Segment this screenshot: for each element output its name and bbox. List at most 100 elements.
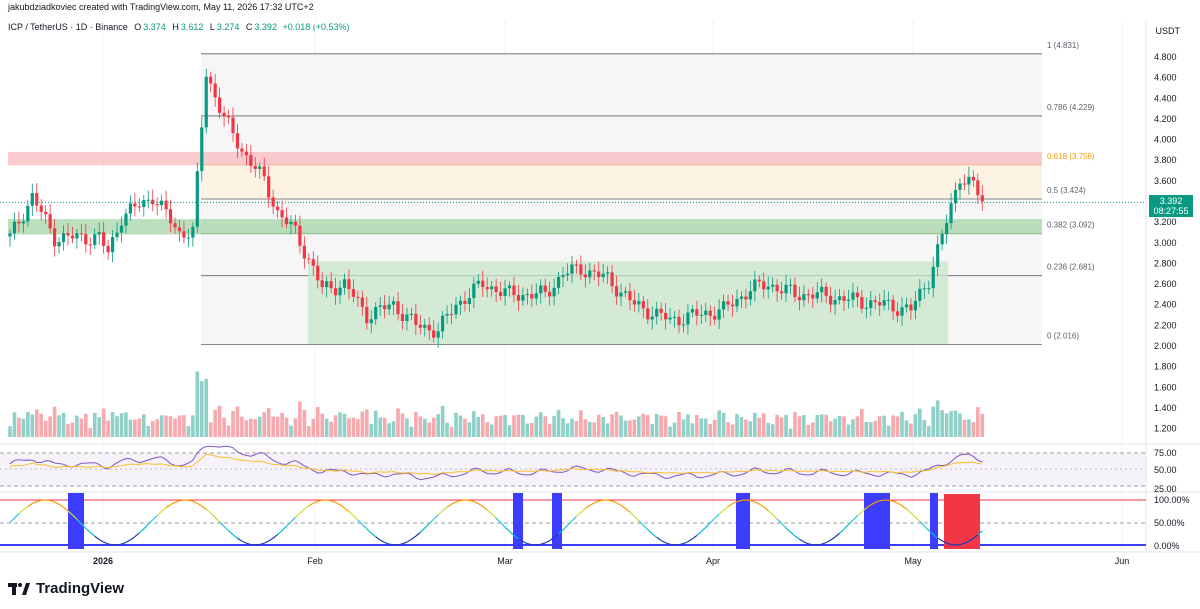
osc-highlight-bar — [930, 493, 938, 549]
volume-bar — [775, 414, 779, 437]
candlesticks[interactable] — [8, 68, 984, 348]
candle-body — [338, 287, 342, 296]
candle-body — [391, 301, 396, 305]
volume-bar — [84, 413, 88, 437]
osc-line-segment — [562, 525, 568, 531]
osc-line-segment — [825, 539, 831, 544]
tradingview-logo[interactable]: TradingView — [8, 580, 124, 597]
volume-bar — [208, 422, 213, 437]
rsi-pane[interactable] — [0, 445, 1146, 487]
rsi-tick: 50.00 — [1154, 465, 1177, 475]
candle-body — [472, 283, 476, 299]
support-resistance-zones[interactable] — [8, 151, 1042, 344]
candle-body — [124, 213, 128, 226]
volume-bar — [445, 422, 449, 437]
price-axis[interactable]: 4.8004.6004.4004.2004.0003.8003.6003.400… — [1154, 52, 1177, 434]
candle-body — [253, 165, 257, 170]
volume-bar — [8, 426, 12, 437]
volume-bar — [761, 413, 766, 437]
volume-bar — [703, 418, 708, 437]
candle-body — [182, 231, 186, 238]
candle-body — [97, 232, 101, 235]
volume-bar — [855, 416, 860, 437]
candle-body — [481, 280, 485, 288]
candle-body — [400, 314, 405, 322]
osc-line-segment — [839, 528, 845, 534]
symbol-title[interactable]: ICP / TetherUS · 1D · Binance — [8, 22, 128, 32]
volume-bar — [868, 422, 873, 437]
candle-body — [650, 316, 654, 320]
candle-body — [93, 234, 97, 246]
volume-bar — [463, 418, 467, 437]
volume-bar — [271, 416, 275, 437]
osc-line-segment — [192, 500, 198, 504]
volume-bar — [431, 417, 436, 437]
candle-body — [873, 300, 877, 303]
osc-line-segment — [932, 533, 939, 539]
osc-line-segment — [758, 503, 765, 508]
volume-bar — [137, 418, 142, 437]
volume-bar — [681, 419, 686, 437]
volume-bar — [712, 419, 717, 437]
volume-bar — [204, 379, 209, 437]
volume-bar — [422, 418, 427, 437]
candle-body — [815, 292, 819, 299]
time-label: Jun — [1115, 556, 1130, 566]
candle-body — [534, 293, 538, 299]
candle-body — [588, 270, 592, 278]
osc-line-segment — [500, 522, 506, 528]
osc-line-segment — [156, 510, 163, 516]
time-axis[interactable]: 2026 Feb Mar Apr May Jun — [93, 556, 1129, 566]
osc-line-segment — [718, 509, 724, 515]
volume-bar — [552, 416, 556, 437]
osc-line-segment — [897, 502, 903, 507]
osc-line-segment — [295, 512, 301, 518]
volume-bar — [721, 412, 726, 437]
candle-body — [561, 275, 565, 277]
osc-line-segment — [442, 506, 448, 512]
volume-bar — [480, 414, 485, 437]
candle-body — [855, 292, 859, 298]
volume-bar — [753, 412, 757, 437]
osc-line-segment — [277, 530, 283, 536]
volume-bar — [690, 423, 695, 437]
candle-body — [922, 288, 926, 290]
volume-bar — [547, 423, 552, 437]
osc-line-segment — [763, 506, 769, 512]
osc-line-segment — [98, 539, 104, 543]
osc-overbought-bar — [944, 494, 980, 549]
candle-body — [574, 264, 579, 266]
candle-body — [320, 280, 324, 288]
candle-body — [423, 324, 427, 328]
volume-bar — [530, 423, 534, 437]
volume-bar — [900, 411, 904, 437]
volume-bar — [458, 415, 463, 437]
candle-body — [753, 279, 757, 292]
volume-bar — [556, 409, 561, 437]
osc-line-segment — [647, 529, 653, 535]
candle-body — [48, 214, 52, 229]
osc-line-segment — [379, 539, 385, 543]
osc-line-segment — [406, 538, 412, 543]
volume-bar — [226, 425, 231, 437]
candle-body — [128, 203, 133, 214]
osc-line-segment — [424, 523, 430, 529]
candle-body — [405, 314, 409, 322]
candle-body — [552, 287, 556, 297]
candle-body — [788, 284, 793, 286]
time-label: Apr — [706, 556, 720, 566]
stochastic-pane[interactable] — [0, 493, 1146, 549]
currency-label[interactable]: USDT — [1155, 26, 1181, 36]
osc-line-segment — [946, 542, 952, 546]
price-tick: 3.200 — [1154, 217, 1177, 227]
candle-body — [333, 288, 338, 296]
volume-bar — [748, 421, 753, 437]
candle-body — [931, 266, 935, 289]
osc-line-segment — [197, 502, 203, 507]
volume-bar — [88, 428, 93, 437]
candle-body — [476, 280, 480, 284]
candle-body — [976, 180, 980, 196]
osc-line-segment — [629, 511, 635, 517]
osc-line-segment — [121, 541, 127, 545]
